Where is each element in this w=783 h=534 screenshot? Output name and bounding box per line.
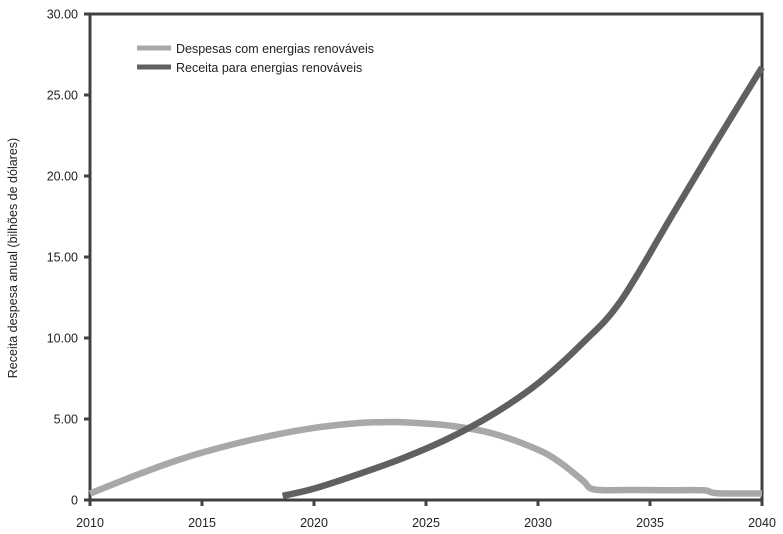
- y-tick-label: 15.00: [47, 251, 78, 265]
- y-tick-label: 20.00: [47, 170, 78, 184]
- series-lines: [88, 65, 765, 500]
- x-tick-label: 2025: [412, 516, 440, 530]
- x-tick-label: 2010: [76, 516, 104, 530]
- legend: Despesas com energias renováveis Receita…: [137, 42, 374, 75]
- y-tick-label: 10.00: [47, 332, 78, 346]
- x-tick-label: 2030: [524, 516, 552, 530]
- x-tick-label: 2040: [748, 516, 776, 530]
- y-tick-label: 0: [71, 494, 78, 508]
- legend-label-receita: Receita para energias renováveis: [176, 61, 362, 75]
- y-tick-label: 30.00: [47, 8, 78, 22]
- x-tick-label: 2015: [188, 516, 216, 530]
- x-tick-label: 2020: [300, 516, 328, 530]
- y-tick-label: 5.00: [54, 413, 78, 427]
- plot-frame: [88, 12, 764, 502]
- x-tick-label: 2035: [636, 516, 664, 530]
- series-line-receita: [281, 65, 765, 500]
- y-axis-label: Receita despesa anual (bilhões de dólare…: [6, 138, 20, 378]
- y-tick-label: 25.00: [47, 89, 78, 103]
- legend-label-despesas: Despesas com energias renováveis: [176, 42, 374, 56]
- axes: 0 5.00 10.00 15.00 20.00 25.00 30.00 2010 2015 20…: [47, 8, 776, 531]
- series-line-despesas: [88, 418, 763, 497]
